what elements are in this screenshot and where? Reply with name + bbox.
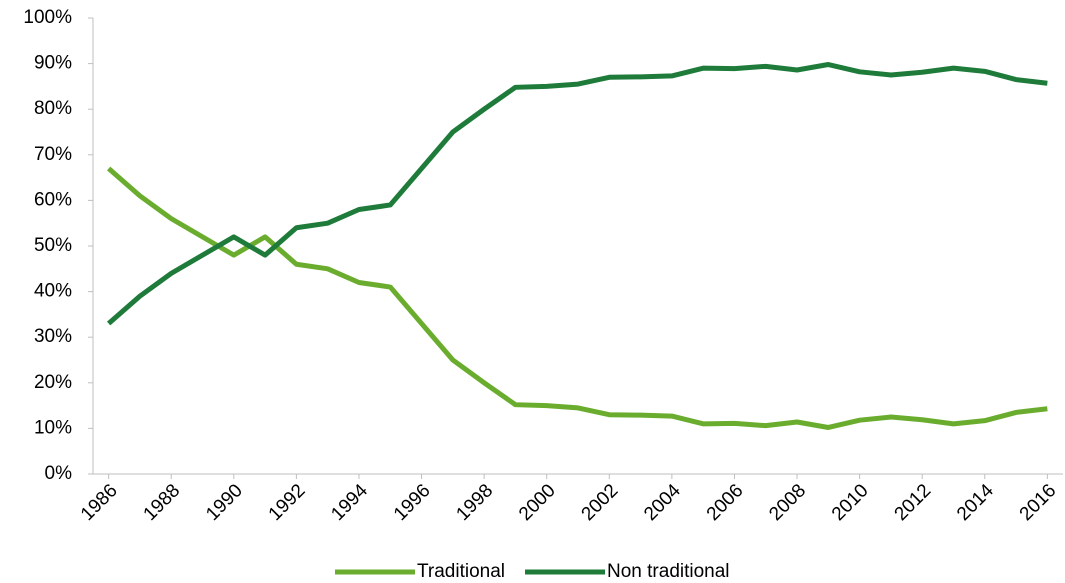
x-tick-label: 1992	[265, 480, 310, 525]
x-tick-label: 2016	[1016, 480, 1061, 525]
y-tick-label: 50%	[34, 235, 72, 256]
y-tick-label: 70%	[34, 144, 72, 165]
legend-label: Traditional	[417, 561, 505, 582]
x-tick-label: 1990	[202, 480, 247, 525]
y-tick-label: 10%	[34, 417, 72, 438]
y-tick-label: 20%	[34, 372, 72, 393]
y-tick-label: 30%	[34, 326, 72, 347]
x-tick-label: 1994	[327, 480, 372, 525]
x-tick-label: 2014	[953, 480, 998, 525]
y-tick-label: 100%	[23, 7, 72, 28]
x-tick-label: 1988	[140, 480, 185, 525]
x-tick-label: 2004	[640, 480, 685, 525]
x-tick-label: 1998	[452, 480, 497, 525]
y-tick-label: 40%	[34, 281, 72, 302]
y-tick-label: 90%	[34, 53, 72, 74]
series-line	[106, 166, 1048, 430]
legend-label: Non traditional	[607, 561, 730, 582]
x-tick-label: 2006	[703, 480, 748, 525]
x-tick-label: 2008	[765, 480, 810, 525]
x-tick-label: 2002	[578, 480, 623, 525]
x-tick-label: 1986	[77, 480, 122, 525]
y-tick-label: 80%	[34, 98, 72, 119]
x-tick-label: 2000	[515, 480, 560, 525]
y-tick-label: 60%	[34, 189, 72, 210]
x-tick-label: 2010	[828, 480, 873, 525]
y-tick-label: 0%	[45, 463, 73, 484]
x-tick-label: 2012	[891, 480, 936, 525]
series-line	[106, 62, 1048, 326]
x-tick-label: 1996	[390, 480, 435, 525]
